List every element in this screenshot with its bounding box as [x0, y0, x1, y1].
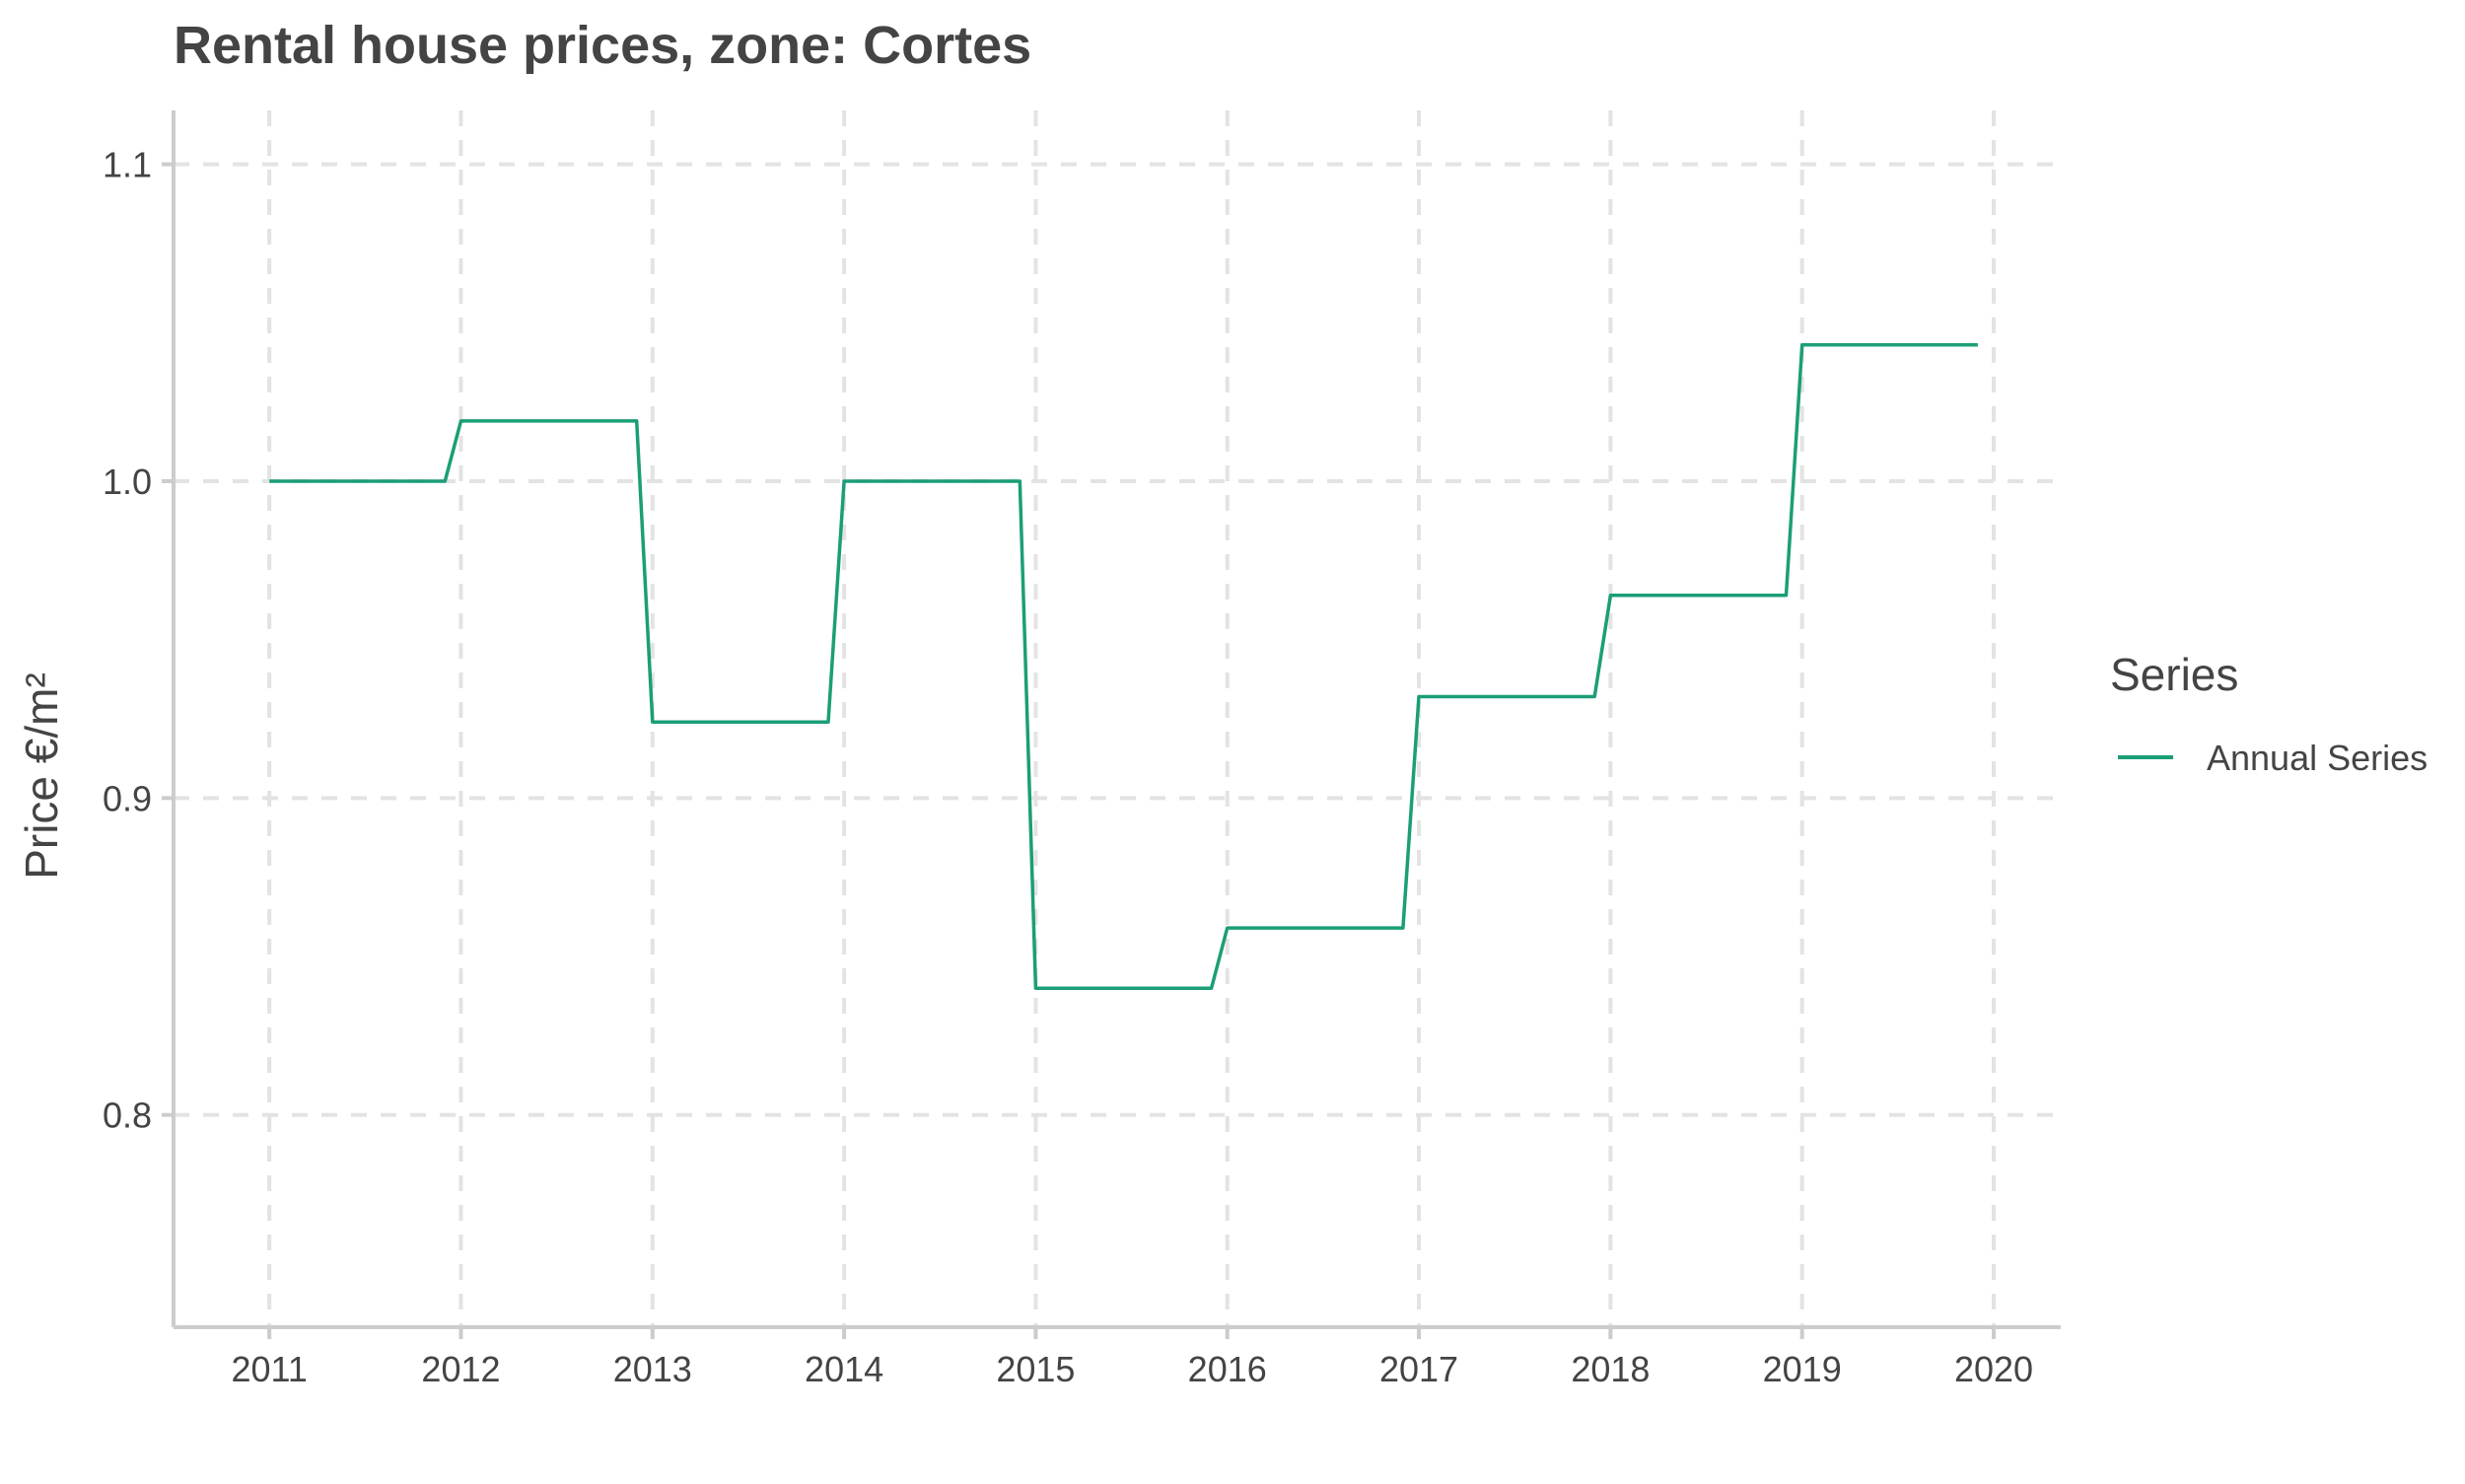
x-tick-label: 2020	[1954, 1349, 2033, 1389]
y-tick-label: 0.8	[103, 1095, 152, 1136]
x-tick-label: 2013	[613, 1349, 692, 1389]
grid	[174, 110, 2061, 1327]
chart-title: Rental house prices, zone: Cortes	[174, 16, 1031, 75]
tick-labels: 2011 2012 2013 2014 2015 2016 2017 2018 2019 2020…	[103, 145, 2033, 1389]
legend-label: Annual Series	[2207, 738, 2428, 778]
series-line-0	[269, 343, 1978, 990]
x-tick-label: 2016	[1188, 1349, 1267, 1389]
y-axis-label: Price €/m²	[16, 672, 67, 880]
axes	[162, 110, 2061, 1339]
x-tick-label: 2014	[805, 1349, 883, 1389]
legend-title: Series	[2110, 649, 2238, 700]
legend: Series Annual Series	[2110, 649, 2428, 778]
x-tick-label: 2018	[1571, 1349, 1650, 1389]
x-tick-label: 2011	[231, 1349, 307, 1389]
x-tick-label: 2019	[1763, 1349, 1842, 1389]
y-tick-label: 1.1	[103, 145, 152, 185]
y-tick-label: 0.9	[103, 778, 152, 818]
legend-items: Annual Series	[2118, 738, 2428, 778]
x-tick-label: 2017	[1379, 1349, 1458, 1389]
x-tick-label: 2015	[996, 1349, 1075, 1389]
x-tick-label: 2012	[421, 1349, 500, 1389]
series-lines	[269, 343, 1978, 990]
y-tick-label: 1.0	[103, 461, 152, 502]
